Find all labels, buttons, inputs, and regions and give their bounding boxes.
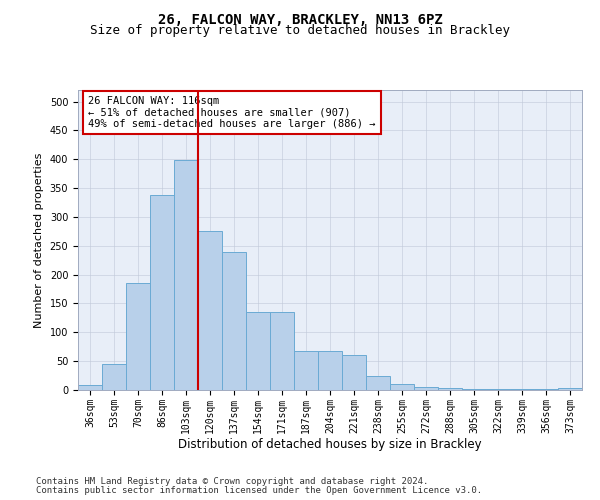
- Bar: [534, 389, 558, 390]
- Bar: [390, 384, 414, 390]
- Bar: [294, 351, 318, 390]
- Bar: [222, 252, 246, 390]
- Bar: [174, 160, 198, 390]
- Bar: [126, 284, 150, 390]
- Text: 26 FALCON WAY: 116sqm
← 51% of detached houses are smaller (907)
49% of semi-det: 26 FALCON WAY: 116sqm ← 51% of detached …: [88, 96, 376, 129]
- Bar: [198, 232, 222, 390]
- Text: Contains HM Land Registry data © Crown copyright and database right 2024.: Contains HM Land Registry data © Crown c…: [36, 477, 428, 486]
- Bar: [558, 388, 582, 390]
- Bar: [486, 389, 510, 390]
- Bar: [78, 386, 102, 390]
- Bar: [414, 387, 438, 390]
- Bar: [318, 351, 342, 390]
- Bar: [150, 195, 174, 390]
- Bar: [510, 389, 534, 390]
- Bar: [342, 356, 366, 390]
- Bar: [270, 312, 294, 390]
- Y-axis label: Number of detached properties: Number of detached properties: [34, 152, 44, 328]
- Bar: [438, 388, 462, 390]
- Bar: [462, 389, 486, 390]
- X-axis label: Distribution of detached houses by size in Brackley: Distribution of detached houses by size …: [178, 438, 482, 452]
- Text: 26, FALCON WAY, BRACKLEY, NN13 6PZ: 26, FALCON WAY, BRACKLEY, NN13 6PZ: [158, 12, 442, 26]
- Bar: [366, 376, 390, 390]
- Text: Contains public sector information licensed under the Open Government Licence v3: Contains public sector information licen…: [36, 486, 482, 495]
- Text: Size of property relative to detached houses in Brackley: Size of property relative to detached ho…: [90, 24, 510, 37]
- Bar: [246, 312, 270, 390]
- Bar: [102, 364, 126, 390]
